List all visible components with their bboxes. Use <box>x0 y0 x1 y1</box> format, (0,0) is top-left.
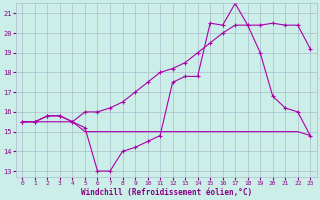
X-axis label: Windchill (Refroidissement éolien,°C): Windchill (Refroidissement éolien,°C) <box>81 188 252 197</box>
